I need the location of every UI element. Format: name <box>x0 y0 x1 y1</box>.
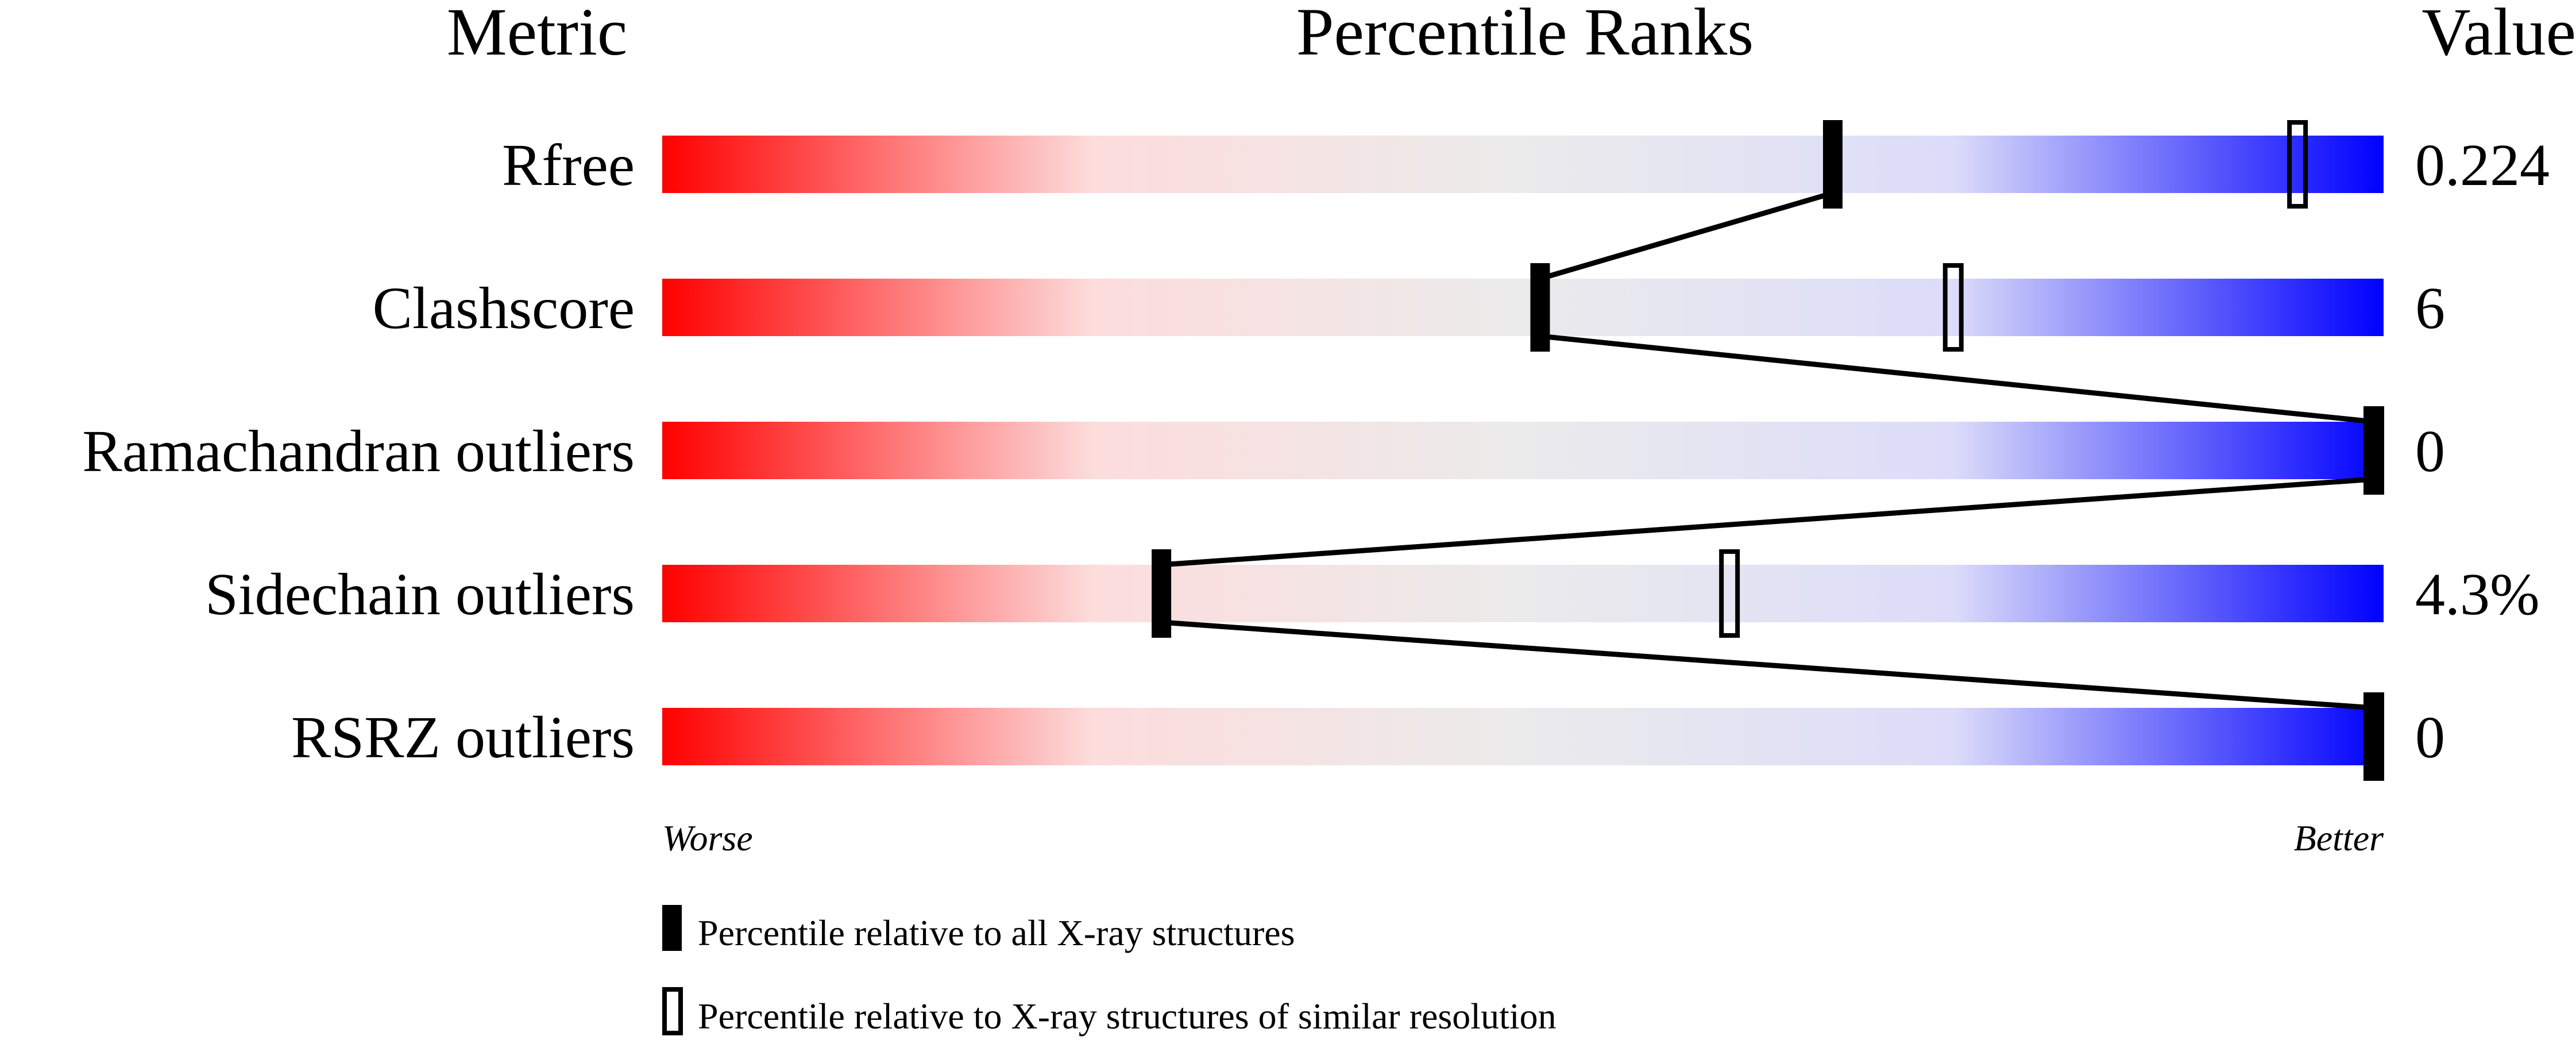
metric-value: 0.224 <box>2415 132 2550 198</box>
header-metric: Metric <box>447 0 628 70</box>
metric-label: Ramachandran outliers <box>82 418 635 484</box>
legend-all-label: Percentile relative to all X-ray structu… <box>698 912 1295 953</box>
metric-value: 0 <box>2415 704 2445 770</box>
marker-similar-resolution <box>1942 263 1964 352</box>
marker-all-structures <box>2364 406 2384 495</box>
percentile-bar <box>662 708 2384 765</box>
metric-label: Rfree <box>502 132 635 198</box>
percentile-bar <box>662 136 2384 193</box>
axis-better-label: Better <box>2294 818 2384 858</box>
metric-value: 6 <box>2415 275 2445 341</box>
connector-line <box>1161 619 2374 711</box>
percentile-bar <box>662 279 2384 336</box>
connector-line <box>1540 333 2374 425</box>
percentile-bar <box>662 565 2384 622</box>
legend-all-marker <box>662 905 682 951</box>
legend-similar-marker <box>662 987 683 1035</box>
percentile-bar <box>662 422 2384 479</box>
header-value: Value <box>2421 0 2576 70</box>
marker-all-structures <box>1822 120 1843 209</box>
marker-similar-resolution <box>2287 120 2308 209</box>
marker-similar-resolution <box>1719 549 1740 638</box>
metric-label: Clashscore <box>373 275 635 341</box>
header-percentile-ranks: Percentile Ranks <box>1296 0 1754 70</box>
marker-all-structures <box>2364 692 2384 781</box>
marker-all-structures <box>1152 549 1172 638</box>
metric-value: 0 <box>2415 418 2445 484</box>
metric-label: Sidechain outliers <box>205 561 635 627</box>
connector-line <box>1161 476 2374 568</box>
metric-value: 4.3% <box>2415 561 2540 627</box>
marker-all-structures <box>1530 263 1550 352</box>
metric-label: RSRZ outliers <box>291 704 635 770</box>
connector-line <box>1539 190 1834 282</box>
axis-worse-label: Worse <box>662 818 753 858</box>
legend-similar-label: Percentile relative to X-ray structures … <box>698 996 1557 1037</box>
